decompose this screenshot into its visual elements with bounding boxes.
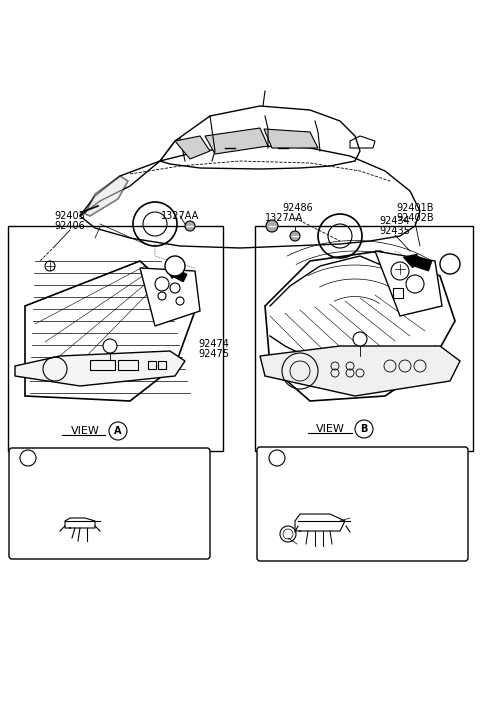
Text: 92401B: 92401B bbox=[396, 203, 434, 213]
Text: VIEW: VIEW bbox=[71, 426, 99, 436]
Text: 92405: 92405 bbox=[55, 211, 85, 221]
FancyArrow shape bbox=[166, 268, 187, 282]
Text: A: A bbox=[171, 261, 179, 271]
Text: 92406: 92406 bbox=[55, 221, 85, 231]
Text: a: a bbox=[108, 342, 113, 350]
Polygon shape bbox=[264, 129, 318, 148]
Circle shape bbox=[440, 254, 460, 274]
Text: 92486: 92486 bbox=[282, 203, 313, 213]
Text: B: B bbox=[360, 424, 368, 434]
Text: b: b bbox=[357, 335, 363, 344]
FancyArrow shape bbox=[404, 254, 432, 270]
Circle shape bbox=[185, 221, 195, 231]
Circle shape bbox=[20, 450, 36, 466]
Text: 92435: 92435 bbox=[380, 226, 410, 236]
Polygon shape bbox=[85, 176, 128, 216]
Text: VIEW: VIEW bbox=[315, 424, 345, 434]
Text: 92450A: 92450A bbox=[355, 513, 393, 523]
Text: 92474: 92474 bbox=[198, 339, 229, 349]
Polygon shape bbox=[205, 128, 268, 154]
Text: B: B bbox=[446, 259, 454, 269]
Text: b: b bbox=[274, 453, 280, 462]
Text: 92402B: 92402B bbox=[396, 213, 434, 223]
Polygon shape bbox=[260, 346, 460, 396]
Circle shape bbox=[103, 339, 117, 353]
Text: 92451A: 92451A bbox=[80, 481, 123, 491]
Polygon shape bbox=[375, 251, 442, 316]
Circle shape bbox=[290, 231, 300, 241]
Circle shape bbox=[266, 220, 278, 232]
FancyBboxPatch shape bbox=[9, 448, 210, 559]
Polygon shape bbox=[15, 351, 185, 386]
Text: 1327AA: 1327AA bbox=[161, 211, 199, 221]
Text: 92434: 92434 bbox=[380, 216, 410, 226]
Text: a: a bbox=[25, 453, 31, 462]
Circle shape bbox=[353, 332, 367, 346]
FancyBboxPatch shape bbox=[257, 447, 468, 561]
Polygon shape bbox=[140, 268, 200, 326]
Circle shape bbox=[269, 450, 285, 466]
Text: 92475: 92475 bbox=[198, 349, 229, 359]
Polygon shape bbox=[175, 136, 210, 159]
Text: 1327AA: 1327AA bbox=[265, 213, 303, 223]
Text: A: A bbox=[114, 426, 122, 436]
Circle shape bbox=[165, 256, 185, 276]
Text: 18642: 18642 bbox=[300, 539, 331, 549]
